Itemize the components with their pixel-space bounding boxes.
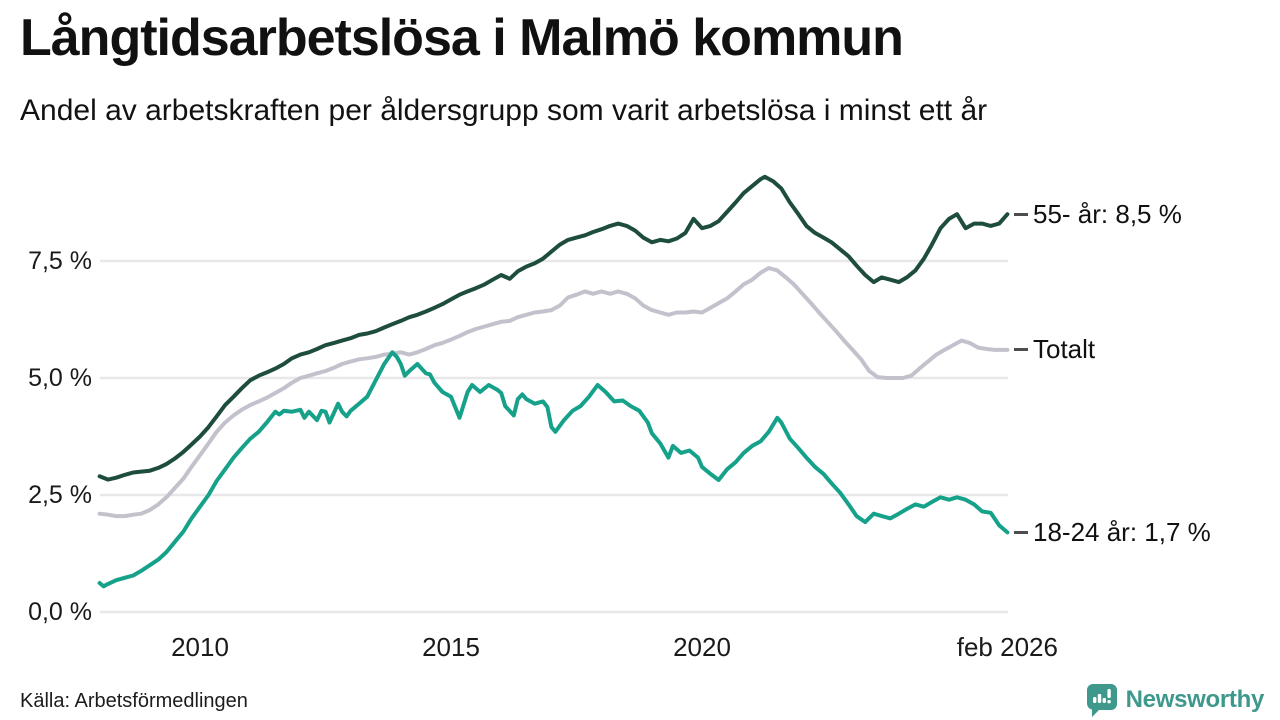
label-leader-line (1014, 212, 1028, 216)
exclamation-dot (1107, 700, 1111, 704)
source-note: Källa: Arbetsförmedlingen (20, 690, 248, 712)
series-label-text: Totalt (1033, 334, 1096, 365)
page-title: Långtidsarbetslösa i Malmö kommun (20, 9, 904, 67)
series-label-55-ar: 55- år: 8,5 % (1014, 198, 1182, 230)
series-line-55-r (97, 174, 1010, 482)
bar-chart-glyph (1092, 689, 1111, 704)
series-line-Totalt (97, 266, 1010, 519)
y-axis-tick: 0,0 % (28, 598, 92, 626)
newsworthy-brand: Newsworthy (1084, 682, 1264, 717)
x-axis-tick: 2015 (422, 632, 480, 662)
series-label-totalt: Totalt (1014, 334, 1095, 366)
series-label-18-24-ar: 18-24 år: 1,7 % (1014, 516, 1211, 548)
newsworthy-logo-icon (1086, 684, 1117, 717)
x-axis-tick: feb 2026 (956, 632, 1058, 662)
exclamation-bar (1107, 689, 1111, 698)
y-axis-tick: 5,0 % (28, 364, 92, 392)
series-lines (97, 174, 1010, 589)
brand-name: Newsworthy (1125, 685, 1265, 713)
page-subtitle: Andel av arbetskraften per åldersgrupp s… (20, 94, 988, 127)
label-leader-line (1014, 530, 1028, 534)
y-axis-tick: 2,5 % (28, 481, 92, 509)
x-axis-tick: 2010 (171, 632, 229, 662)
series-label-text: 18-24 år: 1,7 % (1033, 516, 1211, 547)
label-leader-line (1014, 348, 1028, 352)
series-label-text: 55- år: 8,5 % (1033, 198, 1182, 229)
series-line-18-24-r (97, 350, 1010, 589)
speech-bubble-shape (1086, 684, 1117, 717)
x-axis-tick: 2020 (673, 632, 731, 662)
gridlines (100, 259, 1008, 614)
y-axis-tick: 7,5 % (28, 247, 92, 275)
